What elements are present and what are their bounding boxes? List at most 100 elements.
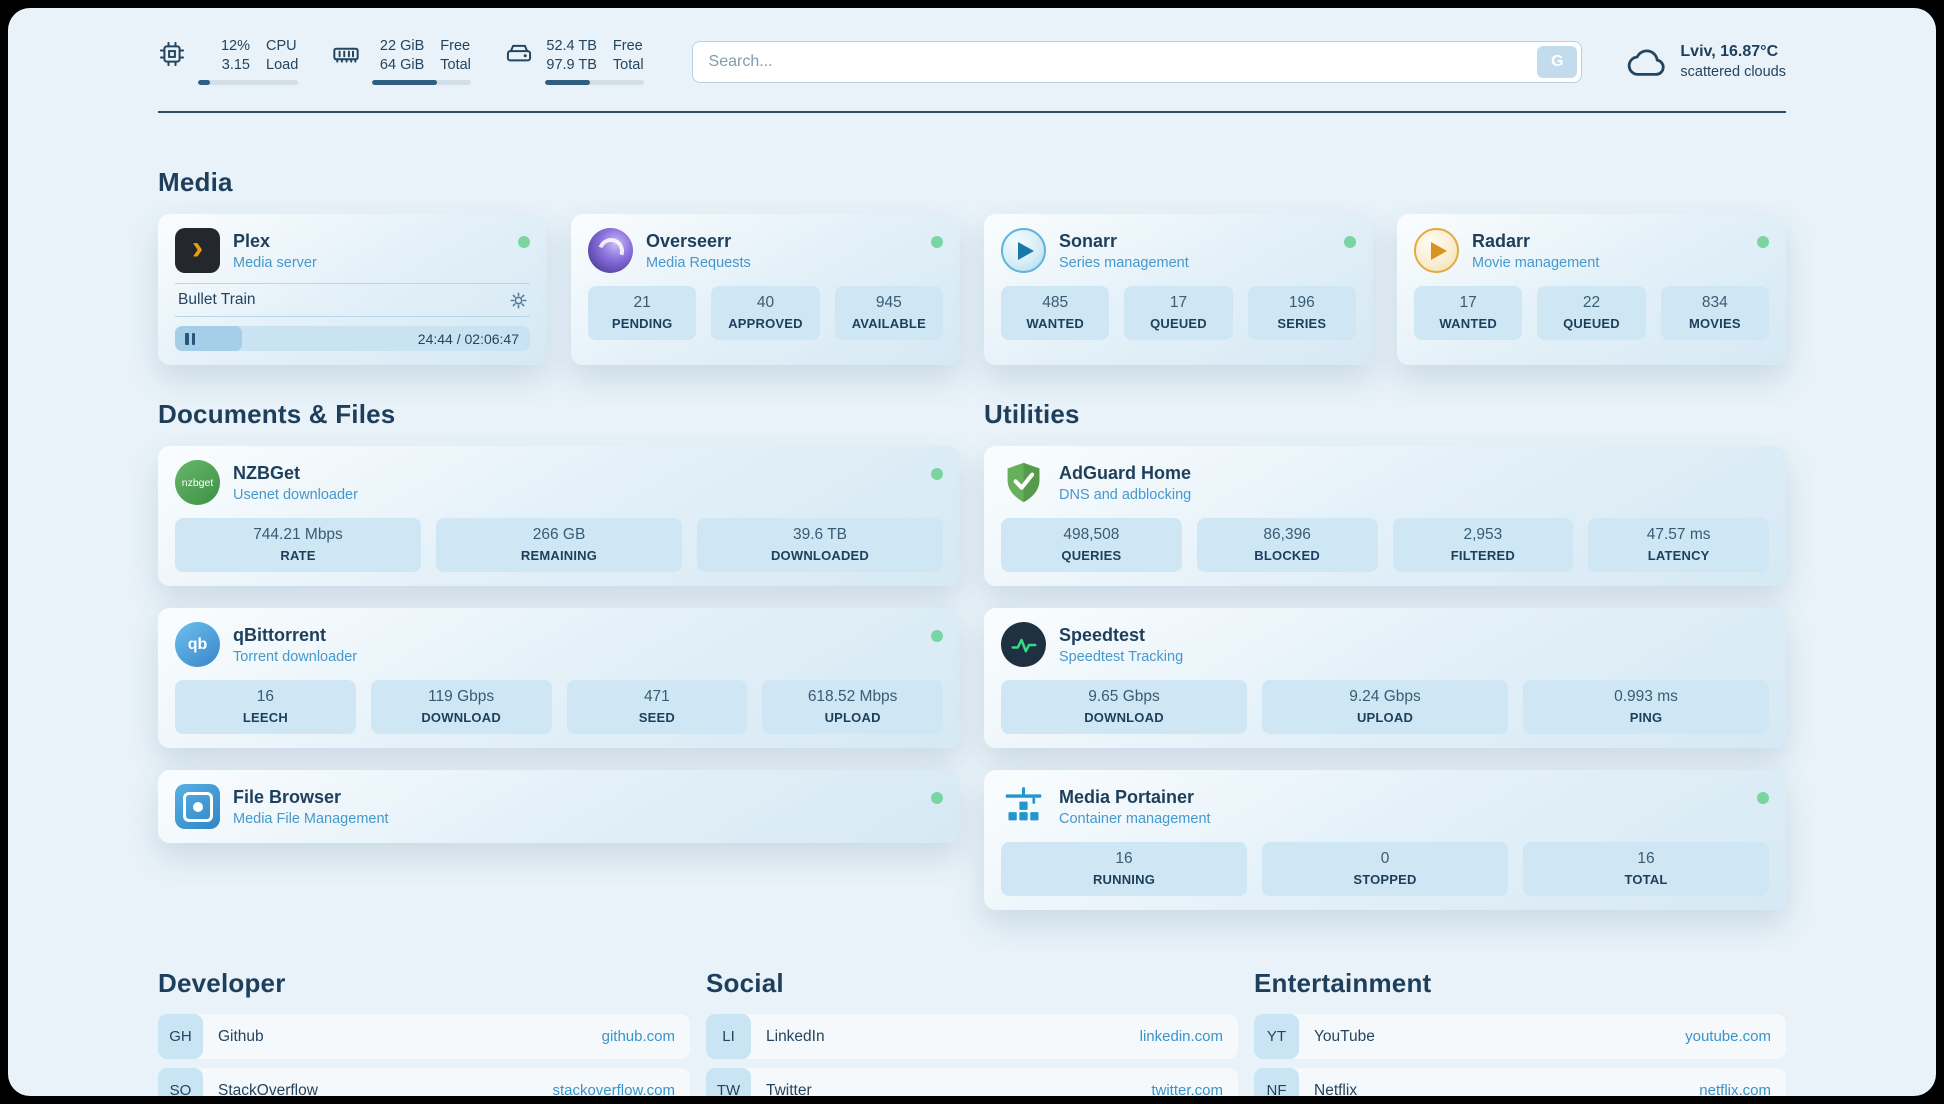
overseerr-subtitle: Media Requests — [646, 254, 751, 271]
media-grid: › Plex Media server Bullet Train — [158, 214, 1786, 365]
link-url[interactable]: stackoverflow.com — [552, 1082, 675, 1096]
stat-pill: 9.24 Gbps UPLOAD — [1262, 680, 1508, 734]
stat-pill: 618.52 Mbps UPLOAD — [762, 680, 943, 734]
search-provider-button[interactable]: G — [1537, 45, 1578, 78]
stat-label: RUNNING — [1092, 872, 1156, 887]
link-item-stackoverflow[interactable]: SO StackOverflow stackoverflow.com — [158, 1068, 690, 1096]
portainer-card[interactable]: Media Portainer Container management 16 … — [984, 770, 1786, 910]
link-name: Twitter — [766, 1081, 812, 1097]
disk-icon — [505, 40, 533, 68]
radarr-card[interactable]: Radarr Movie management 17 WANTED 22 QUE… — [1397, 214, 1786, 365]
link-url[interactable]: twitter.com — [1151, 1082, 1223, 1096]
stat-value: 39.6 TB — [792, 526, 847, 543]
filebrowser-card[interactable]: File Browser Media File Management — [158, 770, 960, 843]
overseerr-card[interactable]: Overseerr Media Requests 21 PENDING 40 A… — [571, 214, 960, 365]
overseerr-name: Overseerr — [646, 230, 732, 251]
radarr-stats: 17 WANTED 22 QUEUED 834 MOVIES — [1414, 286, 1769, 340]
stat-value: 16 — [256, 688, 274, 705]
link-item-linkedin[interactable]: LI LinkedIn linkedin.com — [706, 1014, 1238, 1059]
stat-label: LATENCY — [1647, 548, 1710, 563]
stackoverflow-avatar: SO — [158, 1068, 203, 1096]
link-url[interactable]: netflix.com — [1699, 1082, 1771, 1096]
stat-value: 16 — [1637, 850, 1655, 867]
stat-label: PENDING — [611, 316, 673, 331]
stat-value: 40 — [756, 294, 775, 311]
link-item-github[interactable]: GH Github github.com — [158, 1014, 690, 1059]
stat-pill: 471 SEED — [566, 680, 748, 734]
stat-pill: 2,953 FILTERED — [1392, 518, 1574, 572]
stat-value: 945 — [875, 294, 902, 311]
github-avatar: GH — [158, 1014, 203, 1059]
link-item-youtube[interactable]: YT YouTube youtube.com — [1254, 1014, 1786, 1059]
speedtest-subtitle: Speedtest Tracking — [1059, 648, 1184, 665]
cpu-load-label: Load — [266, 57, 299, 73]
stat-value: 196 — [1288, 294, 1315, 311]
disk-free-value: 52.4 TB — [546, 38, 597, 54]
adguard-subtitle: DNS and adblocking — [1059, 486, 1192, 503]
stat-label: RATE — [280, 548, 316, 563]
cpu-label: CPU — [266, 38, 297, 54]
radarr-subtitle: Movie management — [1472, 254, 1600, 271]
link-item-twitter[interactable]: TW Twitter twitter.com — [706, 1068, 1238, 1096]
stat-value: 618.52 Mbps — [807, 688, 898, 705]
link-url[interactable]: linkedin.com — [1139, 1028, 1223, 1045]
stat-value: 498,508 — [1063, 526, 1120, 543]
stat-value: 47.57 ms — [1646, 526, 1711, 543]
stat-label: SERIES — [1277, 316, 1327, 331]
overseerr-icon — [588, 228, 633, 273]
sonarr-stats: 485 WANTED 17 QUEUED 196 SERIES — [1001, 286, 1356, 340]
stat-pill: 744.21 Mbps RATE — [175, 518, 421, 572]
plex-subtitle: Media server — [233, 254, 317, 271]
main-content: Media › Plex Media server Bullet Train — [8, 167, 1936, 1096]
adguard-name: AdGuard Home — [1059, 462, 1192, 483]
portainer-card-header: Media Portainer Container management — [1001, 784, 1769, 829]
ram-progress-fill — [372, 80, 438, 85]
linkedin-avatar: LI — [706, 1014, 751, 1059]
nzbget-status-dot — [931, 468, 943, 480]
nzbget-card[interactable]: nzbget NZBGet Usenet downloader 744.21 M… — [158, 446, 960, 586]
section-title-utilities: Utilities — [984, 399, 1080, 429]
stat-value: 22 — [1582, 294, 1601, 311]
sonarr-card[interactable]: Sonarr Series management 485 WANTED 17 Q… — [984, 214, 1373, 365]
cpu-icon — [158, 40, 186, 68]
qbittorrent-icon: qb — [175, 622, 220, 667]
link-url[interactable]: github.com — [601, 1028, 675, 1045]
link-name: Netflix — [1314, 1081, 1358, 1097]
link-name: StackOverflow — [218, 1081, 318, 1097]
search-input[interactable] — [691, 40, 1583, 83]
qbittorrent-subtitle: Torrent downloader — [233, 648, 358, 665]
cloud-icon — [1626, 42, 1668, 84]
ram-free-value: 22 GiB — [379, 38, 425, 54]
stat-label: WANTED — [1026, 316, 1084, 331]
stat-label: DOWNLOAD — [1084, 710, 1164, 725]
stat-value: 471 — [643, 688, 670, 705]
cpu-progressbar — [198, 80, 299, 85]
overseerr-stats: 21 PENDING 40 APPROVED 945 AVAILABLE — [588, 286, 943, 340]
cpu-stat: 12% 3.15 CPU Load — [158, 38, 299, 85]
stat-label: LEECH — [242, 710, 288, 725]
stat-value: 9.65 Gbps — [1088, 688, 1160, 705]
filebrowser-status-dot — [931, 792, 943, 804]
qbittorrent-card[interactable]: qb qBittorrent Torrent downloader 16 LEE… — [158, 608, 960, 748]
stat-pill: 266 GB REMAINING — [436, 518, 682, 572]
stat-label: MOVIES — [1688, 316, 1741, 331]
stat-pill: 39.6 TB DOWNLOADED — [697, 518, 943, 572]
adguard-stats: 498,508 QUERIES 86,396 BLOCKED 2,953 FIL… — [1001, 518, 1769, 572]
netflix-avatar: NF — [1254, 1068, 1299, 1096]
speedtest-card[interactable]: Speedtest Speedtest Tracking 9.65 Gbps D… — [984, 608, 1786, 748]
now-playing-progressbar[interactable]: 24:44 / 02:06:47 — [175, 326, 530, 351]
link-item-netflix[interactable]: NF Netflix netflix.com — [1254, 1068, 1786, 1096]
gear-icon[interactable] — [510, 291, 527, 309]
link-url[interactable]: youtube.com — [1685, 1028, 1771, 1045]
speedtest-icon — [1001, 622, 1046, 667]
nzbget-icon: nzbget — [175, 460, 220, 505]
qbittorrent-status-dot — [931, 630, 943, 642]
plex-card[interactable]: › Plex Media server Bullet Train — [158, 214, 547, 365]
ram-icon — [332, 40, 360, 68]
qbittorrent-stats: 16 LEECH 119 Gbps DOWNLOAD 471 SEED — [175, 680, 943, 734]
stat-pill: 22 QUEUED — [1537, 286, 1646, 340]
adguard-card[interactable]: AdGuard Home DNS and adblocking 498,508 … — [984, 446, 1786, 586]
speedtest-stats: 9.65 Gbps DOWNLOAD 9.24 Gbps UPLOAD 0.99… — [1001, 680, 1769, 734]
stat-value: 485 — [1042, 294, 1069, 311]
pause-icon[interactable] — [185, 332, 195, 345]
